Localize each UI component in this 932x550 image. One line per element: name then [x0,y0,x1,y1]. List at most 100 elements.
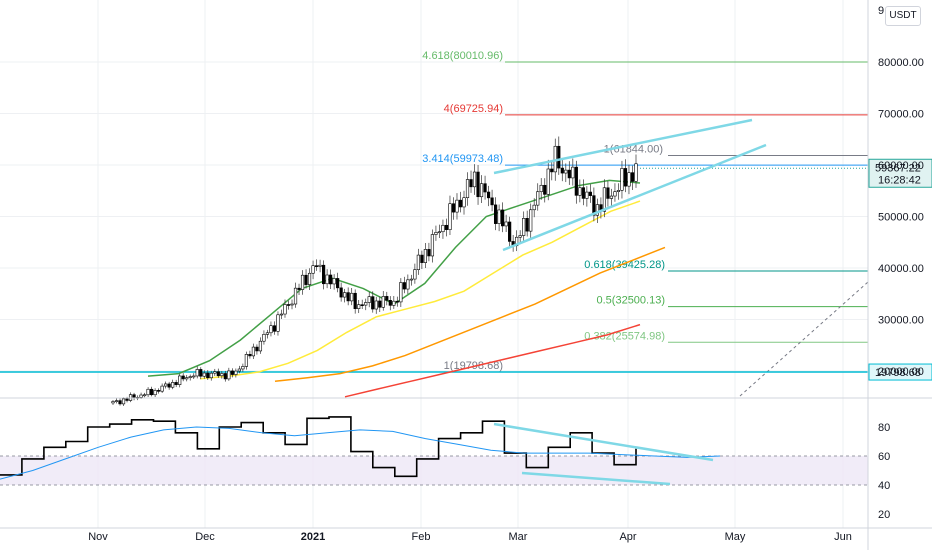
candle-body [441,224,445,233]
currency-button[interactable]: USDT [885,6,921,26]
candle-body [111,401,115,404]
horizontal-line-value: 19798.68 [875,367,921,379]
candle-body [560,167,564,174]
candle-body [434,232,438,235]
candle-body [630,172,635,182]
candle-body [409,278,413,281]
candle-body [343,292,347,298]
candle-body [367,296,371,303]
candle-body [585,191,589,199]
candle-body [304,274,308,285]
candle-body [318,264,322,267]
candle-body [381,296,385,308]
oscillator-main-line [0,416,637,478]
candle-body [244,354,248,367]
candle-body [592,195,596,216]
candle-body [357,304,361,309]
candle-body [574,166,578,196]
candle-body [525,218,529,232]
candle-body [332,278,336,285]
candle-body [609,195,614,199]
candle-body [237,368,241,372]
candle-body [150,388,154,396]
fib-retracement-label: 0.382(25574.98) [584,330,665,342]
candle-body [174,382,178,385]
x-tick-label: 2021 [301,531,325,543]
candle-body [353,292,357,309]
osc-wedge-upper-line [493,422,714,462]
osc-tick-label: 20 [878,509,890,521]
candle-body [230,370,234,375]
fib-retracement-label: 0.5(32500.13) [597,295,666,307]
candle-body [588,191,592,196]
candle-body [167,383,171,388]
candle-body [571,166,575,179]
candle-body [213,371,217,374]
candle-body [606,187,610,199]
candle-body [311,265,315,274]
candle-body [539,184,543,193]
candle-body [195,369,199,377]
candle-body [276,314,280,332]
candle-body [146,388,150,396]
y-tick-label: 50000.00 [878,212,924,224]
candle-body [462,197,466,208]
candle-body [300,274,305,290]
candle-body [483,183,487,193]
candle-body [486,191,491,199]
x-tick-label: Apr [619,531,636,543]
candle-body [279,313,284,316]
candle-body [121,398,126,405]
x-tick-label: Feb [412,531,431,543]
candle-body [536,191,540,206]
fibonacci-levels: 4.618(80010.96) 4(69725.94) 3.414(59973.48… [0,50,932,397]
candle-body [164,383,168,387]
osc-tick-label: 80 [878,422,890,434]
candle-body [602,187,607,212]
candle-body [444,224,449,230]
candle-body [581,187,585,199]
candle-body [118,400,122,405]
candle-body [420,254,424,263]
candle-body [437,231,442,234]
y-tick-label: 60000.00 [878,160,924,172]
candle-body [114,400,119,402]
moving-average-line [274,246,666,383]
candle-body [402,282,406,290]
candle-body [451,203,456,213]
candle-body [286,304,291,306]
candle-body [202,372,206,377]
fib-extension-label: 3.414(59973.48) [422,153,503,165]
candle-body [413,269,417,280]
candle-body [546,168,550,195]
candle-body [325,274,329,285]
candle-body [595,204,599,216]
grid [0,0,868,528]
candle-body [532,204,536,211]
candle-body [578,187,582,196]
candle-body [290,303,294,306]
osc-wedge-lower-line [521,471,671,486]
candle-body [265,332,270,335]
candle-body [153,390,157,396]
y-tick-label: 30000.00 [878,315,924,327]
candle-body [322,264,326,285]
candle-body [248,354,252,357]
candle-body [490,197,494,206]
candle-body [206,372,210,379]
horizontal-line-tag [868,363,932,381]
y-tick-label: 80000.00 [878,57,924,69]
last-price-countdown: 16:28:42 [878,174,921,186]
candle-body [508,221,512,242]
osc-tick-label: 40 [878,480,890,492]
fib-extension-label: 4.618(80010.96) [422,50,503,62]
candle-body [329,274,333,285]
candle-body [364,302,368,306]
candlesticks [111,136,638,406]
candle-body [613,191,617,197]
candle-body [522,218,526,236]
candle-body [504,221,508,227]
candle-body [501,209,505,227]
